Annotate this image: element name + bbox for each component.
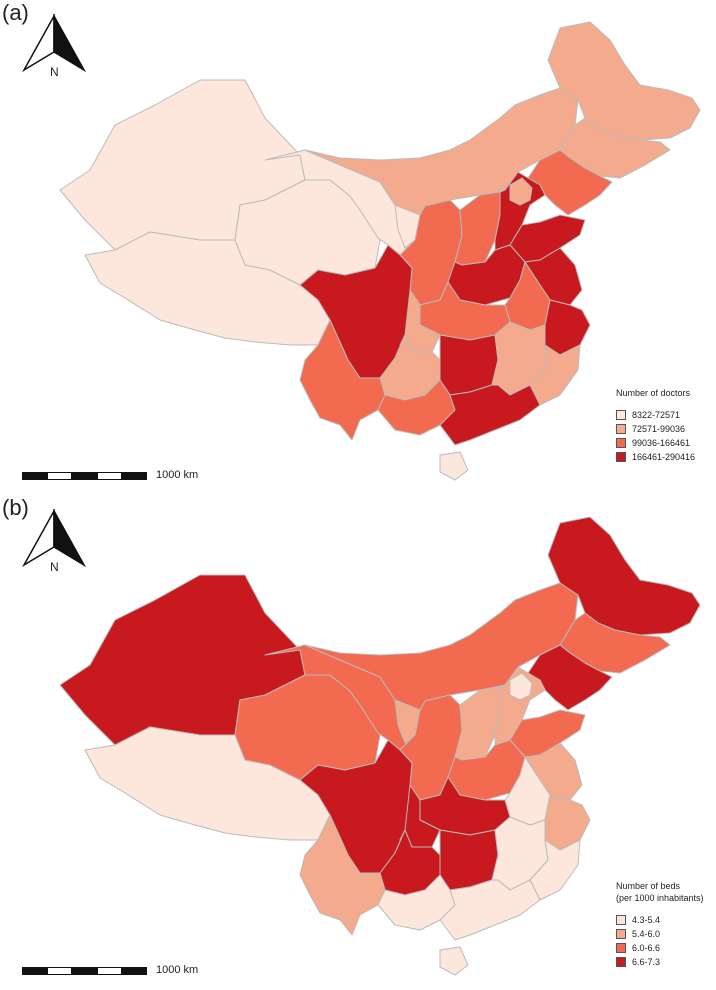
province-guangdong xyxy=(439,879,541,941)
panel-label: (a) xyxy=(2,0,29,25)
legend-swatch xyxy=(616,929,626,939)
panel-a: (a) N Number of doctors 8322-72571 72571… xyxy=(2,0,701,481)
legend-title: Number of beds xyxy=(616,881,681,891)
legend-swatch xyxy=(616,957,626,967)
legend-swatch xyxy=(616,915,626,925)
province-guangdong xyxy=(439,384,541,446)
legend: Number of doctors 8322-72571 72571-99036… xyxy=(616,387,695,465)
legend-item: 166461-290416 xyxy=(616,451,695,463)
province-hebei xyxy=(494,171,546,251)
legend-label: 99036-166461 xyxy=(632,438,691,448)
legend-item: 99036-166461 xyxy=(616,437,695,449)
province-yunnan xyxy=(299,319,386,441)
choropleth-map xyxy=(59,21,701,481)
legend-label: 6.6-7.3 xyxy=(632,957,661,967)
province-fujian xyxy=(529,344,581,406)
province-beijing-tianjin xyxy=(509,672,533,701)
province-zhejiang xyxy=(544,299,591,356)
province-hebei xyxy=(494,666,546,746)
choropleth-map xyxy=(59,516,701,976)
province-ningxia xyxy=(394,699,421,744)
province-shanxi xyxy=(454,686,501,761)
legend-subtitle: (per 1000 inhabitants) xyxy=(616,893,704,903)
legend-title: Number of doctors xyxy=(616,388,691,398)
province-heilongjiang xyxy=(547,21,701,141)
legend-item: 6.6-7.3 xyxy=(616,956,704,968)
legend-label: 8322-72571 xyxy=(632,410,681,420)
north-letter: N xyxy=(50,560,59,574)
legend: Number of beds (per 1000 inhabitants) 4.… xyxy=(616,880,704,970)
legend-swatch xyxy=(616,438,626,448)
panel-label: (b) xyxy=(2,495,29,520)
legend-item: 6.0-6.6 xyxy=(616,942,704,954)
province-fujian xyxy=(529,839,581,901)
province-beijing-tianjin xyxy=(509,177,533,206)
north-arrow-icon xyxy=(21,509,86,568)
province-yunnan xyxy=(299,814,386,936)
north-arrow-icon xyxy=(21,14,86,73)
legend-swatch xyxy=(616,410,626,420)
province-ningxia xyxy=(394,204,421,249)
legend-swatch xyxy=(616,943,626,953)
province-hainan xyxy=(439,946,469,976)
province-hainan xyxy=(439,451,469,481)
province-layer xyxy=(59,21,701,481)
legend-label: 6.0-6.6 xyxy=(632,943,661,953)
legend-label: 5.4-6.0 xyxy=(632,929,661,939)
scale-label: 1000 km xyxy=(156,964,199,976)
legend-item: 8322-72571 xyxy=(616,409,695,421)
north-letter: N xyxy=(50,65,59,79)
province-zhejiang xyxy=(544,794,591,851)
legend-label: 4.3-5.4 xyxy=(632,915,661,925)
province-layer xyxy=(59,516,701,976)
legend-item: 4.3-5.4 xyxy=(616,914,704,926)
legend-swatch xyxy=(616,452,626,462)
legend-item: 72571-99036 xyxy=(616,423,695,435)
legend-swatch xyxy=(616,424,626,434)
legend-label: 72571-99036 xyxy=(632,424,686,434)
province-heilongjiang xyxy=(547,516,701,636)
scale-label: 1000 km xyxy=(156,469,199,481)
panel-b: (b) N Number of beds (per 1000 inhabitan… xyxy=(0,495,716,990)
legend-label: 166461-290416 xyxy=(632,452,696,462)
province-shanxi xyxy=(454,191,501,266)
legend-item: 5.4-6.0 xyxy=(616,928,704,940)
